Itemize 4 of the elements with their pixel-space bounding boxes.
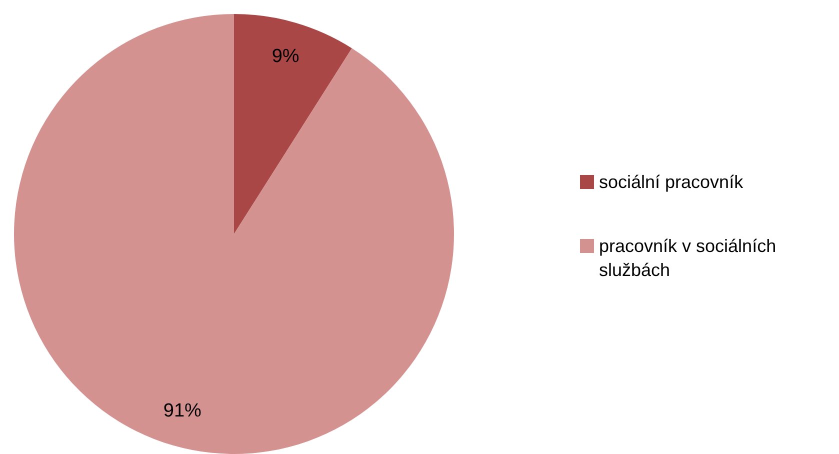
legend-label: sociální pracovník [599, 171, 744, 194]
legend-label: pracovník v sociálních službách [599, 235, 778, 282]
data-label: 9% [272, 46, 300, 67]
data-label: 91% [163, 400, 202, 422]
